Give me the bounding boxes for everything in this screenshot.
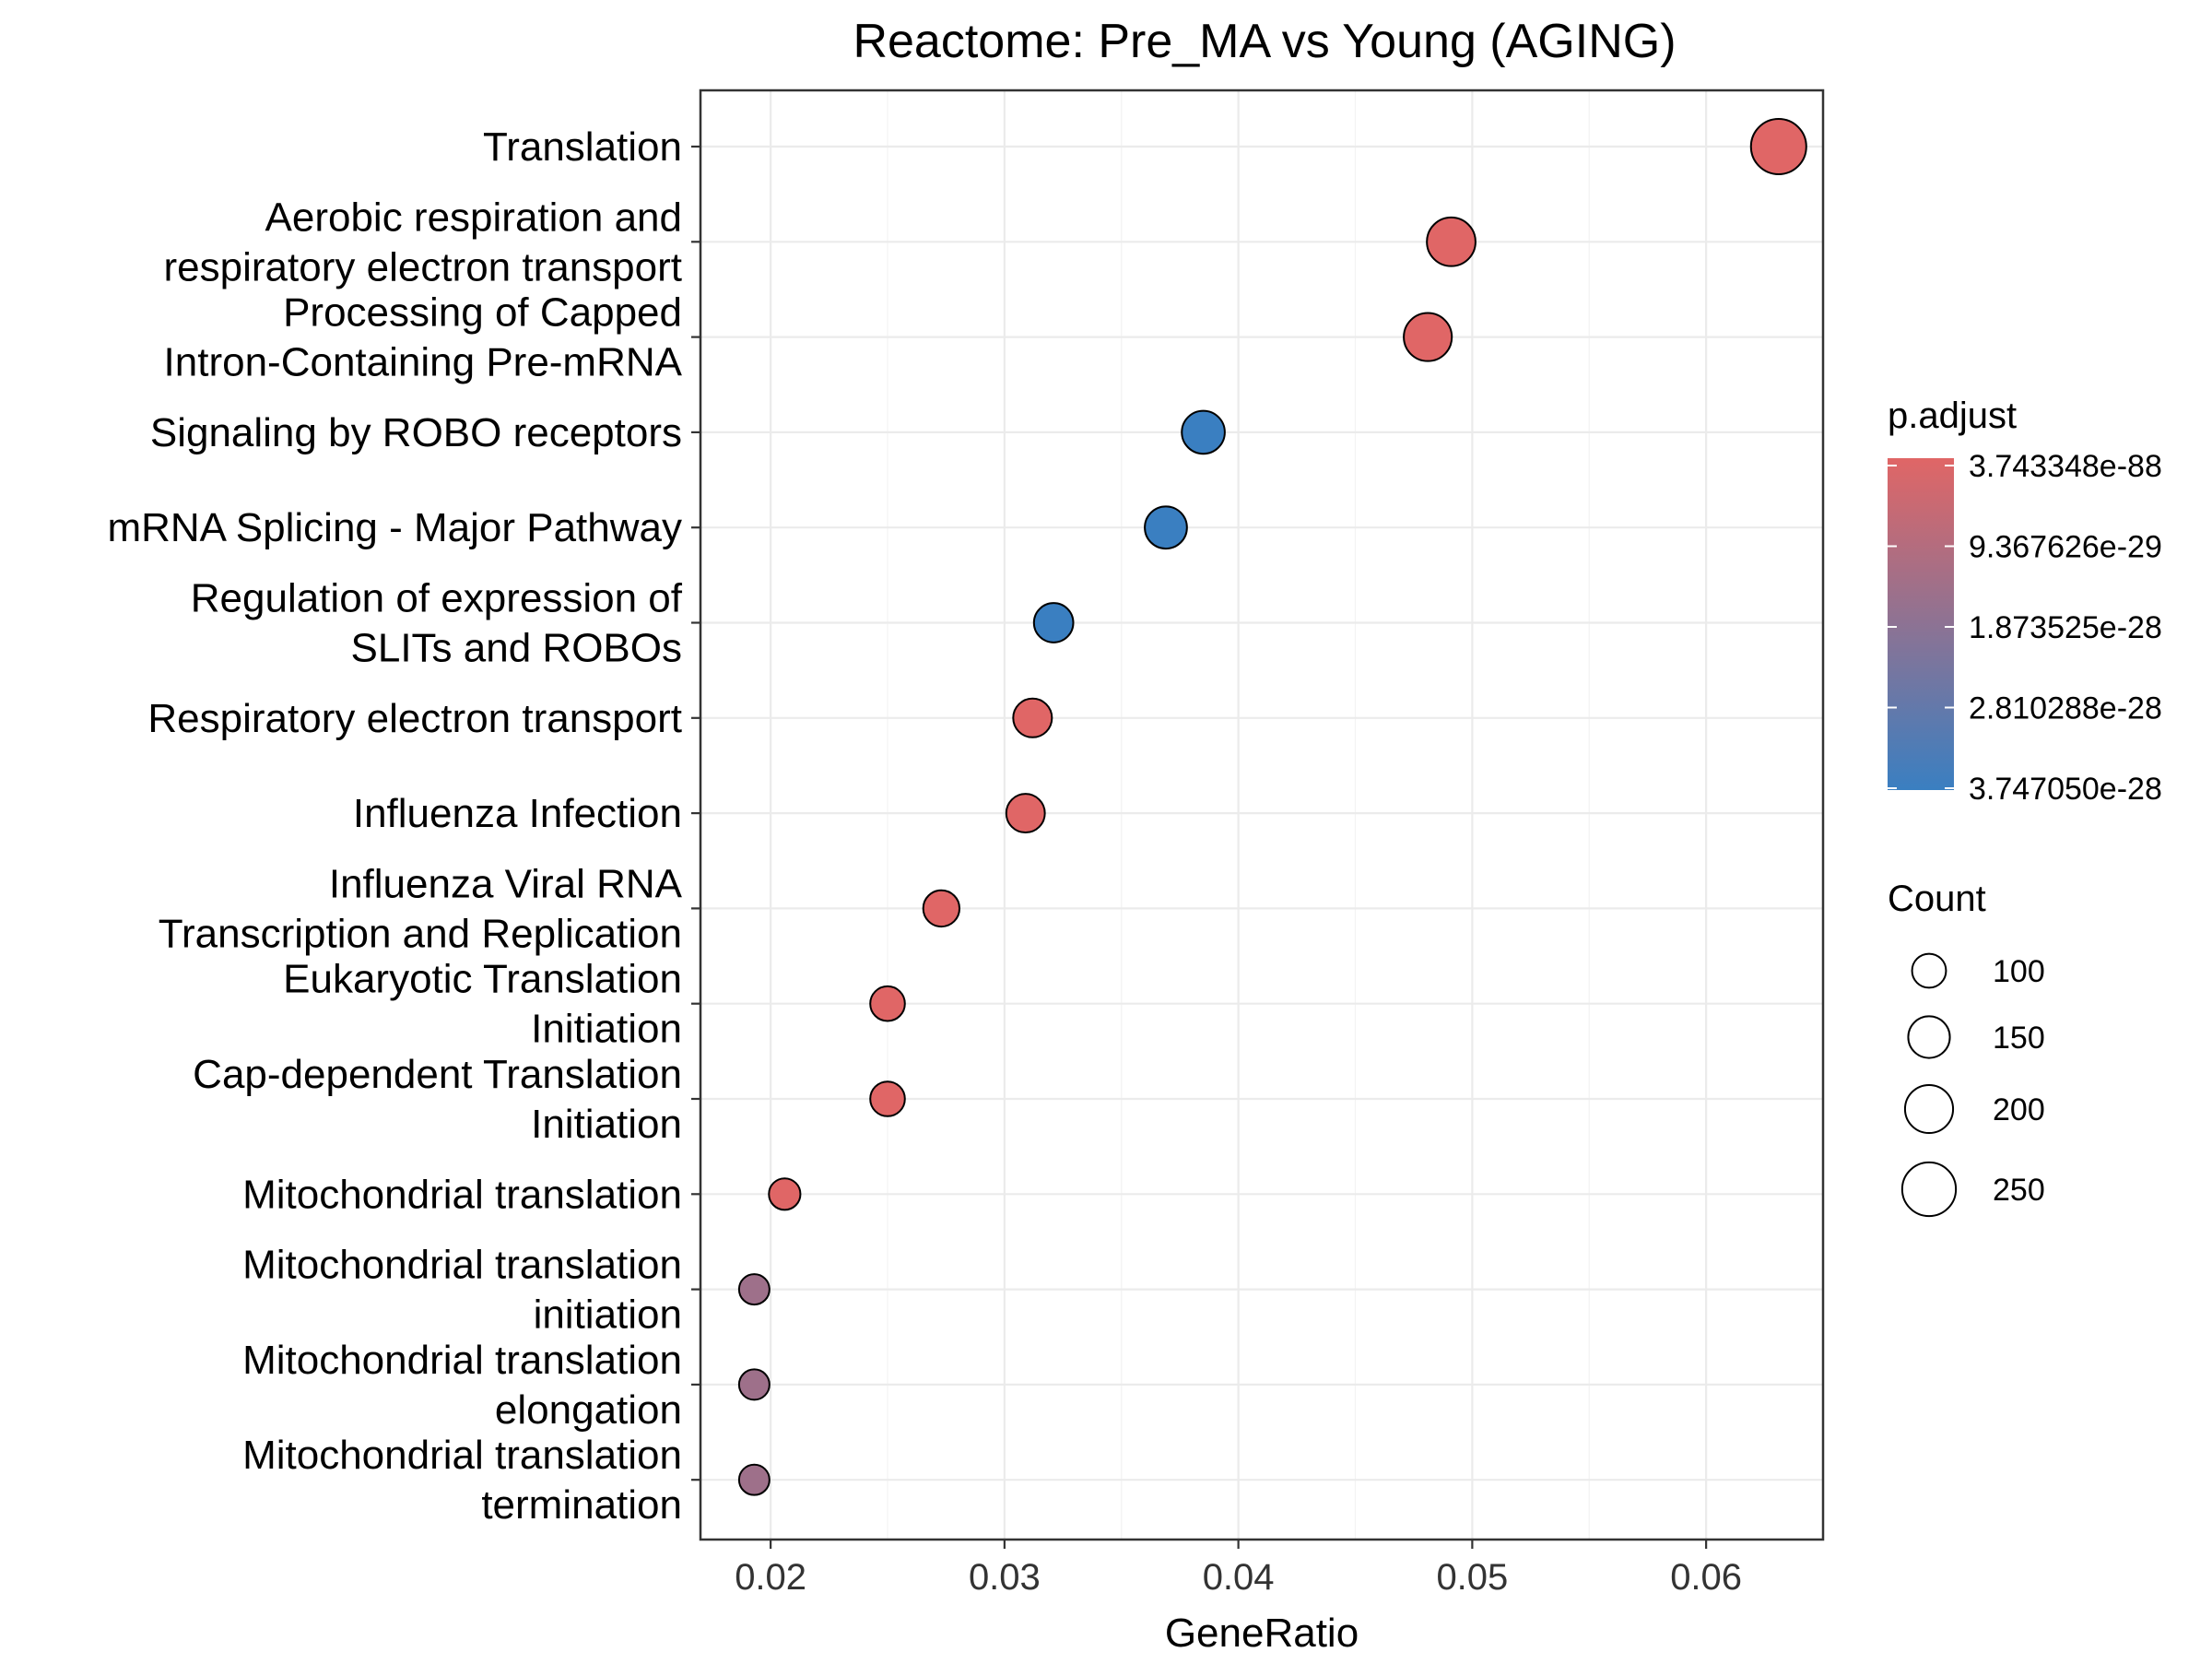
y-category-label: Mitochondrial translation elongation — [242, 1338, 682, 1433]
size-legend-circle — [1911, 952, 1947, 989]
colorbar-label: 1.873525e-28 — [1969, 610, 2162, 645]
data-point — [737, 1463, 771, 1496]
size-legend: Count 100 150 200 250 — [1888, 879, 2045, 1218]
x-tick-label: 0.06 — [1670, 1557, 1742, 1598]
data-points — [737, 118, 1807, 1496]
y-category-label: Influenza Infection — [353, 791, 682, 836]
size-legend-label: 150 — [1993, 1021, 2045, 1056]
x-tick-label: 0.03 — [969, 1557, 1041, 1598]
colorbar-label: 3.743348e-88 — [1969, 449, 2162, 484]
y-category-label: Mitochondrial translation — [242, 1172, 682, 1217]
color-legend: p.adjust 3.743348e-88 9.367626e-29 1.87352… — [1888, 395, 2162, 807]
grid-lines — [700, 90, 1823, 1540]
y-category-label: Mitochondrial translation termination — [242, 1433, 682, 1528]
x-tick-label: 0.05 — [1436, 1557, 1508, 1598]
x-tick-label: 0.02 — [735, 1557, 806, 1598]
color-legend-title: p.adjust — [1888, 395, 2017, 436]
y-category-label: Cap-dependent Translation Initiation — [193, 1052, 682, 1147]
color-legend-bar — [1888, 458, 1954, 790]
chart-title: Reactome: Pre_MA vs Young (AGING) — [853, 15, 1676, 68]
data-point — [869, 985, 906, 1022]
data-point — [737, 1368, 771, 1401]
data-point — [1012, 697, 1053, 738]
size-legend-items: 100 150 200 250 — [1900, 952, 2045, 1218]
data-point — [869, 1080, 906, 1117]
x-axis-title: GeneRatio — [1165, 1611, 1359, 1656]
data-point — [1403, 312, 1453, 362]
size-legend-title: Count — [1888, 879, 1986, 919]
y-category-label: Processing of Capped Intron-Containing Pr… — [164, 290, 683, 385]
y-category-label: Translation — [483, 124, 682, 170]
y-category-label: Eukaryotic Translation Initiation — [283, 957, 682, 1052]
colorbar-label: 9.367626e-29 — [1969, 530, 2162, 565]
size-legend-label: 200 — [1993, 1092, 2045, 1127]
color-legend-labels: 3.743348e-88 9.367626e-29 1.873525e-28 2.81… — [1888, 449, 2162, 807]
data-point — [1749, 118, 1807, 175]
size-legend-circle — [1907, 1015, 1951, 1059]
plot-panel-border — [699, 89, 1825, 1541]
data-point — [737, 1273, 771, 1306]
colorbar-label: 3.747050e-28 — [1969, 772, 2162, 807]
data-point — [768, 1177, 802, 1211]
data-point — [922, 889, 961, 928]
data-point — [1005, 793, 1046, 834]
y-category-label: Influenza Viral RNA Transcription and Rep… — [159, 861, 683, 956]
x-tick-label: 0.04 — [1203, 1557, 1275, 1598]
size-legend-circle — [1900, 1161, 1958, 1218]
category-labels: Translation Aerobic respiration and respir… — [107, 124, 700, 1528]
y-category-label: Mitochondrial translation initiation — [242, 1243, 682, 1338]
size-legend-label: 250 — [1993, 1173, 2045, 1208]
x-axis: 0.02 0.03 0.04 0.05 0.06 — [735, 1540, 1742, 1598]
data-point — [1426, 216, 1477, 267]
y-category-label: Regulation of expression of SLITs and ROB… — [191, 576, 683, 671]
size-legend-circle — [1903, 1083, 1955, 1135]
data-point — [1144, 505, 1188, 550]
y-category-label: mRNA Splicing - Major Pathway — [107, 505, 682, 550]
data-point — [1032, 602, 1075, 643]
y-category-label: Signaling by ROBO receptors — [150, 410, 682, 455]
y-category-label: Respiratory electron transport — [147, 696, 682, 741]
size-legend-label: 100 — [1993, 954, 2045, 989]
colorbar-label: 2.810288e-28 — [1969, 691, 2162, 726]
y-category-label: Aerobic respiration and respiratory elect… — [164, 195, 682, 289]
data-point — [1181, 409, 1226, 455]
